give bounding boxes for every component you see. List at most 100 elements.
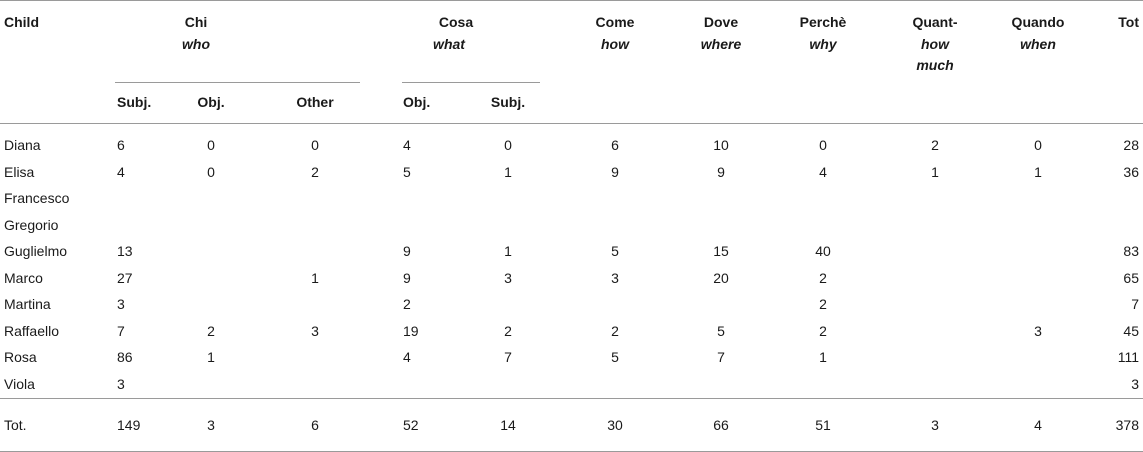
table-cell: 15 [713,243,729,259]
header-quant-en2: much [916,57,954,73]
table-cell: 9 [717,163,725,180]
table-cell: 1 [311,269,319,286]
header-quando-en: when [1020,36,1056,52]
table-cell: 6 [611,137,619,153]
table-cell: 0 [207,137,215,153]
header-come: Come [595,14,635,30]
chi-group-rule [115,82,360,83]
total-cell: 4 [1034,417,1042,433]
row-child-name: Martina [4,296,51,312]
table-cell: 40 [815,243,831,259]
subheader-cosa-obj: Obj. [403,94,431,110]
header-tot: Tot [1118,14,1139,30]
row-child-name: Guglielmo [4,243,68,259]
total-cell: 14 [500,417,516,433]
table-cell: 9 [403,269,411,286]
table-cell: 3 [1034,322,1042,339]
table-cell: 3 [117,375,125,392]
top-rule [0,0,1143,1]
total-cell: 149 [117,417,141,433]
table-cell: 45 [1123,322,1139,339]
table-cell: 2 [611,322,619,339]
table-cell: 5 [611,243,619,259]
header-child: Child [4,14,39,30]
total-cell: 52 [403,417,419,433]
table-cell: 1 [819,349,827,365]
table-cell: 5 [611,349,619,365]
header-bottom-rule [0,123,1143,124]
total-cell: 6 [311,417,319,433]
total-cell: 30 [607,417,623,433]
table-cell: 7 [717,349,725,365]
table-cell: 10 [713,137,729,153]
table-cell: 2 [504,322,512,339]
table-cell: 111 [1117,349,1139,365]
table-cell: 5 [403,163,411,180]
table-cell: 0 [311,137,319,153]
table-cell: 0 [819,137,827,153]
table-cell: 0 [1034,137,1042,153]
table-cell: 1 [504,243,512,259]
table-cell: 1 [207,349,215,365]
total-cell: 66 [713,417,729,433]
header-quant: Quant- [912,14,958,30]
table-cell: 3 [1131,375,1139,392]
total-cell: 51 [815,417,831,433]
header-cosa-en: what [433,36,465,52]
total-label: Tot. [4,417,27,433]
table-cell: 4 [819,163,827,180]
row-child-name: Elisa [4,163,35,180]
table-cell: 4 [117,163,125,180]
cosa-group-rule [402,82,540,83]
subheader-cosa-subj: Subj. [490,94,526,110]
header-dove: Dove [703,14,739,30]
table-cell: 2 [931,137,939,153]
table-cell: 2 [311,163,319,180]
table-cell: 6 [117,137,125,153]
table-cell: 65 [1123,269,1139,286]
row-child-name: Rosa [4,349,37,365]
table-cell: 27 [117,269,133,286]
table-cell: 4 [403,137,411,153]
subheader-chi-subj: Subj. [117,94,152,110]
table-cell: 4 [403,349,411,365]
row-child-name: Viola [4,375,35,392]
table-cell: 3 [311,322,319,339]
header-perche: Perchè [799,14,847,30]
header-perche-en: why [809,36,837,52]
table-cell: 28 [1123,137,1139,153]
table-cell: 3 [611,269,619,286]
row-child-name: Diana [4,137,41,153]
header-chi-en: who [182,36,210,52]
table-cell: 20 [713,269,729,286]
row-child-name: Marco [4,269,43,286]
table-cell: 2 [819,296,827,312]
table-cell: 9 [403,243,411,259]
table-cell: 13 [117,243,133,259]
table-cell: 7 [1131,296,1139,312]
header-dove-en: where [700,36,742,52]
table-cell: 3 [504,269,512,286]
header-cosa: Cosa [438,14,474,30]
table-cell: 7 [504,349,512,365]
row-child-name: Gregorio [4,216,59,233]
table-cell: 1 [1034,163,1042,180]
header-chi: Chi [184,14,208,30]
header-come-en: how [601,36,629,52]
table-cell: 2 [207,322,215,339]
total-cell: 378 [1115,417,1139,433]
table-cell: 1 [931,163,939,180]
row-child-name: Raffaello [4,322,60,339]
table-cell: 2 [819,322,827,339]
row-child-name: Francesco [4,190,70,206]
table-cell: 3 [117,296,125,312]
table-cell: 7 [117,322,125,339]
table-cell: 2 [403,296,411,312]
table-cell: 5 [717,322,725,339]
table-cell: 0 [504,137,512,153]
table-cell: 9 [611,163,619,180]
table-cell: 1 [504,163,512,180]
table-cell: 19 [403,322,419,339]
header-quando: Quando [1011,14,1065,30]
